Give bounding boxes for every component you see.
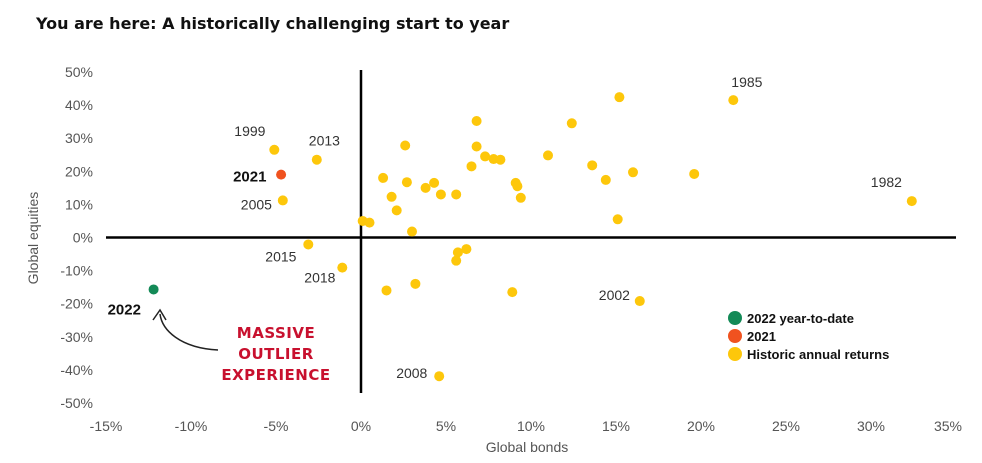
outlier-annotation: MASSIVE OUTLIER EXPERIENCE [152,308,330,384]
point-2021 [276,169,287,180]
x-tick-label: -15% [90,418,123,434]
historic-point [269,144,280,155]
point-label-2008: 2008 [396,365,427,381]
data-points [148,92,917,382]
historic-point [512,181,523,192]
y-tick-label: 0% [73,230,93,246]
historic-point [378,172,389,183]
historic-point [337,262,348,273]
x-tick-label: 30% [857,418,885,434]
historic-point [435,189,446,200]
point-label-2013: 2013 [309,133,340,149]
x-tick-label: -5% [264,418,289,434]
chart-title: You are here: A historically challenging… [36,14,510,33]
historic-point [466,161,477,172]
historic-point [906,196,917,207]
historic-point [634,296,645,307]
point-2022-ytd [148,284,159,295]
x-tick-label: -10% [175,418,208,434]
x-tick-label: 25% [772,418,800,434]
legend-marker-ytd [728,311,742,325]
historic-point [628,167,638,178]
x-axis-title: Global bonds [486,439,569,455]
point-label-2021: 2021 [233,169,266,186]
historic-point [410,278,421,289]
historic-point [452,247,463,258]
historic-point [612,214,623,225]
y-axis-title: Global equities [25,192,41,285]
point-label-2002: 2002 [599,287,630,303]
x-tick-label: 10% [517,418,545,434]
y-tick-label: 40% [65,97,93,113]
y-tick-label: -30% [60,329,93,345]
x-tick-label: 5% [436,418,456,434]
historic-point [451,189,462,200]
historic-point [381,285,392,296]
historic-point [471,141,482,152]
historic-point [566,118,577,129]
point-label-1982: 1982 [871,174,902,190]
y-tick-label: -20% [60,296,93,312]
y-tick-label: 30% [65,130,93,146]
historic-point [391,205,402,216]
annotation-line-2: OUTLIER [238,345,314,363]
historic-point [515,192,526,203]
legend: 2022 year-to-date 2021 Historic annual r… [728,311,889,362]
y-tick-label: 50% [65,64,93,80]
point-label-1985: 1985 [731,74,762,90]
historic-point [434,371,445,382]
y-tick-label: -40% [60,362,93,378]
historic-point [587,160,598,171]
historic-point [407,226,417,237]
y-tick-label: -10% [60,263,93,279]
x-tick-label: 15% [602,418,630,434]
historic-point [429,177,440,188]
point-labels: 1999 2013 2005 2015 2018 1985 1982 2002 2008 2021… [108,74,903,381]
historic-point [303,239,314,250]
historic-point [507,287,518,298]
historic-point [495,154,506,165]
legend-marker-2021 [728,329,742,343]
point-label-2005: 2005 [241,196,272,212]
y-tick-label: 20% [65,163,93,179]
historic-point [461,244,472,255]
legend-label-2021: 2021 [747,329,776,344]
historic-point [420,182,431,193]
historic-point [401,177,412,188]
x-tick-label: 20% [687,418,715,434]
historic-point [451,255,462,266]
historic-point [311,154,322,165]
historic-point [471,115,482,126]
historic-point [277,195,288,206]
point-label-2018: 2018 [304,270,335,286]
y-tick-label: -50% [60,395,93,411]
historic-point [386,191,397,202]
point-label-2022: 2022 [108,301,141,318]
historic-point [728,95,739,106]
y-tick-labels: 50% 40% 30% 20% 10% 0% -10% -20% -30% -40% -50% [60,64,93,411]
annotation-line-1: MASSIVE [237,324,315,342]
historic-point [543,150,553,161]
y-tick-label: 10% [65,196,93,212]
historic-point [480,151,491,162]
historic-point [689,168,700,179]
legend-label-ytd: 2022 year-to-date [747,311,854,326]
historic-point [614,92,625,103]
legend-marker-historic [728,347,742,361]
historic-point [364,217,375,228]
x-tick-label: 0% [351,418,371,434]
x-tick-label: 35% [934,418,962,434]
annotation-arrowhead [152,308,167,321]
legend-label-historic: Historic annual returns [747,347,889,362]
historic-point [400,140,411,151]
point-label-2015: 2015 [265,248,296,264]
annotation-line-3: EXPERIENCE [221,366,330,384]
x-tick-labels: -15% -10% -5% 0% 5% 10% 15% 20% 25% 30% 35% [90,418,962,434]
annotation-arrow [159,313,219,351]
point-label-1999: 1999 [234,123,265,139]
historic-point [600,174,611,185]
